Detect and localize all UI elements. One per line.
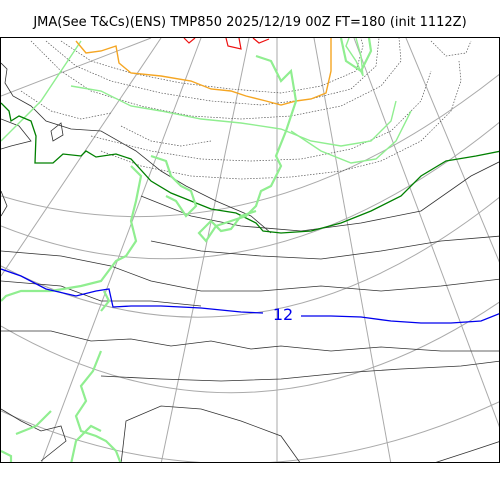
land-outline — [1, 38, 373, 462]
coastline-ridge-4 — [140, 161, 499, 232]
coastline-shikoku — [120, 405, 301, 462]
parallel-line — [1, 73, 499, 218]
isotherm-light-green — [345, 38, 364, 77]
isotherm-dotted — [90, 70, 432, 162]
coastline-east — [435, 441, 499, 462]
isotherm-light-green — [70, 85, 397, 147]
meridian-line — [353, 38, 499, 428]
isotherm-orange — [75, 38, 332, 106]
isotherm-red — [252, 38, 270, 44]
landmass-outline — [1, 450, 13, 462]
parallel-line — [1, 121, 499, 260]
meridian-line — [1, 38, 162, 277]
landmass-outline — [15, 410, 52, 436]
isotherm-dotted — [100, 60, 462, 180]
coastline-ridge-2 — [1, 280, 202, 307]
landmass-outline — [150, 154, 198, 218]
isotherm-blue-12 — [1, 268, 264, 314]
light-green-isotherms — [1, 38, 412, 164]
isotherm-blue-12-east — [301, 313, 499, 324]
coastline-ridge-3 — [150, 235, 499, 260]
landmass-outline — [70, 424, 102, 462]
isotherm-dark-green — [1, 102, 499, 234]
isotherm-red — [183, 38, 196, 44]
chart-title: JMA(See T&Cs)(ENS) TMP850 2025/12/19 00Z… — [33, 15, 467, 30]
isotherm-light-green — [290, 110, 412, 164]
isotherm-red — [225, 38, 242, 50]
meridian-line — [41, 38, 202, 462]
contour-label-12: 12 — [273, 305, 293, 324]
meridian-line — [160, 38, 250, 462]
weather-map: 12 — [0, 37, 500, 463]
isotherm-dotted — [120, 125, 212, 147]
coastline-south — [1, 408, 67, 462]
parallel-line — [1, 196, 499, 318]
coastline-ridge-5 — [100, 360, 499, 382]
graticule — [1, 38, 499, 462]
coastlines — [1, 62, 499, 462]
parallel-line — [1, 401, 499, 462]
landmass-outline — [339, 38, 373, 73]
coastline-ridge — [1, 250, 499, 292]
landmass-outline — [1, 165, 143, 302]
isotherm-dotted — [60, 38, 364, 94]
red-isotherms — [183, 38, 270, 50]
coastline-korea — [1, 330, 499, 352]
parallel-line — [1, 301, 499, 394]
coastline-island — [50, 122, 64, 142]
coastline-land-detail — [1, 118, 32, 150]
meridian-line — [1, 38, 152, 97]
meridian-line — [313, 38, 392, 462]
isotherm-dotted — [30, 38, 402, 120]
isotherm-dotted — [20, 90, 112, 120]
meridian-line — [405, 38, 499, 263]
landmass-outline — [197, 54, 298, 243]
isotherm-dotted — [430, 40, 472, 57]
landmass-outline — [100, 290, 111, 312]
isotherm-dotted — [45, 38, 380, 106]
isotherm-light-green — [1, 40, 82, 142]
dotted-isotherms — [20, 38, 472, 180]
coastline-north — [1, 62, 272, 234]
coastline-west — [1, 190, 8, 217]
landmass-outline — [74, 350, 122, 462]
